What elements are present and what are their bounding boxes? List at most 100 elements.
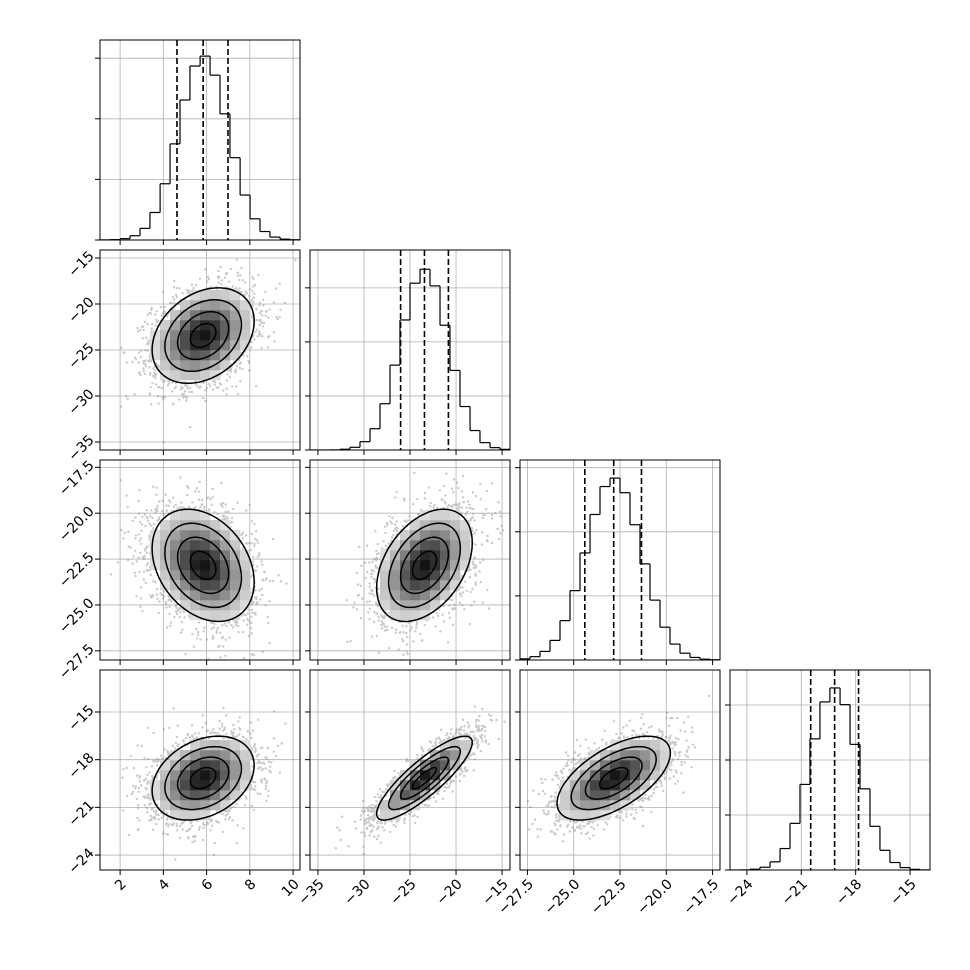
density-cell: [230, 540, 241, 551]
density-cell: [580, 790, 591, 801]
density-cell: [590, 800, 601, 811]
density-cell: [210, 790, 221, 801]
density-cell: [660, 740, 671, 751]
density-cell: [620, 770, 631, 781]
density-cell: [460, 750, 471, 761]
density-cell: [450, 550, 461, 561]
hist-outline: [100, 56, 300, 240]
density-cell: [620, 760, 631, 771]
contour: [176, 756, 230, 800]
density-cell: [450, 750, 461, 761]
density-cell: [560, 780, 571, 791]
density-cell: [210, 370, 221, 381]
density-cell: [190, 530, 201, 541]
density-cell: [210, 740, 221, 751]
density-cell: [410, 520, 421, 531]
density-cell: [610, 800, 621, 811]
y-tick-label: −15: [65, 702, 97, 734]
x-tick-label: −22.5: [588, 876, 630, 918]
density-cell: [200, 330, 211, 341]
density-cell: [180, 750, 191, 761]
density-cell: [210, 530, 221, 541]
contour: [584, 756, 643, 800]
density-cell: [210, 550, 221, 561]
density-cell: [160, 770, 171, 781]
density-cell: [420, 760, 431, 771]
density-cell: [160, 370, 171, 381]
density-cell: [230, 590, 241, 601]
contour: [164, 299, 243, 373]
density-cell: [170, 370, 181, 381]
density-cell: [190, 600, 201, 611]
density-cell: [180, 560, 191, 571]
density-cell: [180, 530, 191, 541]
density-cell: [180, 550, 191, 561]
density-cell: [590, 760, 601, 771]
density-cell: [230, 560, 241, 571]
contour: [375, 508, 473, 623]
density-cell: [560, 810, 571, 821]
density-cell: [400, 610, 411, 621]
density-cell: [400, 550, 411, 561]
density-cell: [220, 540, 231, 551]
density-cell: [230, 610, 241, 621]
density-cell: [410, 780, 421, 791]
density-cell: [170, 590, 181, 601]
x-tick-label: −24: [724, 876, 756, 908]
density-cell: [440, 740, 451, 751]
density-cell: [180, 370, 191, 381]
density-cell: [220, 300, 231, 311]
density-cell: [170, 790, 181, 801]
density: [100, 258, 297, 444]
panel-frame: [309, 669, 511, 871]
density-cell: [380, 590, 391, 601]
density-cell: [240, 760, 251, 771]
density-cell: [190, 510, 201, 521]
density-cell: [410, 560, 421, 571]
x-tick-label: −17.5: [681, 876, 723, 918]
density-cell: [200, 290, 211, 301]
density-cell: [430, 580, 441, 591]
density-cell: [390, 610, 401, 621]
density-cell: [200, 340, 211, 351]
density-cell: [630, 740, 641, 751]
density-cell: [230, 350, 241, 361]
density-cell: [390, 570, 401, 581]
density-cell: [420, 530, 431, 541]
y-tick-label: −27.5: [56, 641, 98, 683]
density-cell: [180, 330, 191, 341]
density-cell: [200, 790, 211, 801]
density: [526, 694, 711, 843]
panel: −27.5 −25.0 −22.5 −20.0 −17.5: [495, 670, 722, 918]
hist: [730, 670, 930, 870]
y-tick-label: −18: [65, 750, 97, 782]
density-cell: [390, 550, 401, 561]
hist: [310, 250, 510, 450]
density-cell: [190, 770, 201, 781]
density-cell: [240, 600, 251, 611]
panel-frame: [309, 249, 511, 451]
x-tick-label: −30: [341, 876, 373, 908]
density-cell: [620, 780, 631, 791]
density-cell: [410, 530, 421, 541]
density: [121, 706, 287, 861]
density-cell: [460, 540, 471, 551]
density-cell: [620, 790, 631, 801]
density-cell: [600, 750, 611, 761]
density-cell: [220, 780, 231, 791]
panel-frame: [99, 249, 301, 451]
y-tick-label: −25: [65, 340, 97, 372]
x-tick-label: −25.0: [542, 876, 584, 918]
density-cell: [460, 560, 471, 571]
density-cell: [150, 790, 161, 801]
density-cell: [220, 360, 231, 371]
density-cell: [430, 600, 441, 611]
panel-frame: [519, 669, 721, 871]
density-cell: [410, 580, 421, 591]
density-cell: [150, 540, 161, 551]
density-cell: [220, 790, 231, 801]
density-cell: [210, 590, 221, 601]
density-cell: [440, 570, 451, 581]
density-cell: [230, 760, 241, 771]
y-tick-label: −15: [65, 248, 97, 280]
